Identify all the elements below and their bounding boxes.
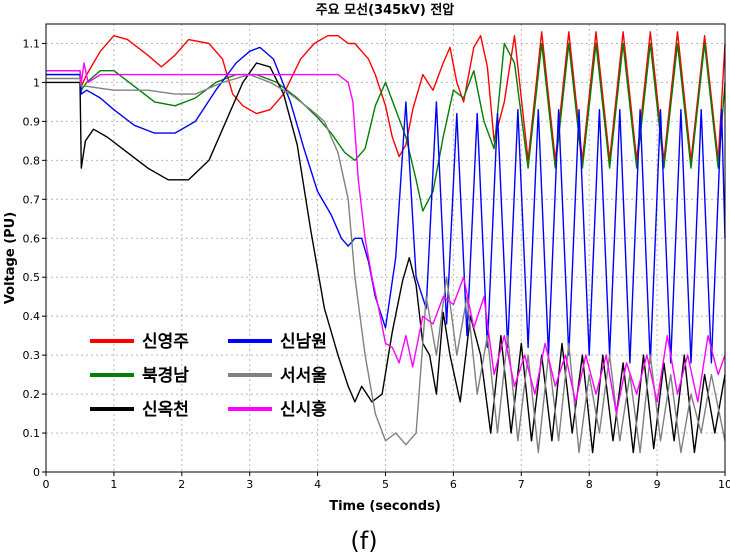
legend-label-1: 신영주 [142,332,189,352]
x-axis-label: Time (seconds) [329,499,441,514]
x-axis-ticks: 0 1 2 3 4 5 6 7 8 9 10 [43,472,730,491]
y-axis-ticks: 0 0.1 0.2 0.3 0.4 0.5 0.6 0.7 0.8 0.9 1 1.1 [23,37,46,479]
x-tick-label: 5 [382,478,389,491]
legend-label-2: 북경남 [142,366,189,386]
series-line-3 [46,62,726,454]
x-tick-label: 7 [518,478,525,491]
series-layer [46,31,726,454]
legend-label-4: 신남원 [280,332,327,352]
legend-label-6: 신시흥 [280,399,327,420]
y-tick-label: 0 [33,466,40,479]
x-tick-label: 4 [314,478,321,491]
x-tick-label: 3 [246,478,253,491]
x-tick-label: 8 [586,478,593,491]
y-tick-label: 0.1 [23,427,41,440]
y-tick-label: 0.2 [23,388,41,401]
y-tick-label: 0.8 [23,154,41,167]
figure-caption: (f) [350,527,377,555]
chart-title: 주요 모선(345kV) 전압 [316,2,455,18]
y-tick-label: 1 [33,76,40,89]
series-line-6 [46,62,726,415]
series-line-4 [46,46,726,364]
series-line-5 [46,73,726,454]
y-tick-label: 0.9 [23,115,41,128]
x-tick-label: 9 [654,478,661,491]
x-tick-label: 6 [450,478,457,491]
y-axis-label: Voltage (PU) [3,212,18,304]
legend-label-5: 서서울 [280,366,327,386]
series-line-2 [46,42,726,212]
y-tick-label: 0.3 [23,349,41,362]
y-tick-label: 1.1 [23,37,41,50]
x-tick-label: 0 [43,478,50,491]
x-tick-label: 10 [718,478,730,491]
y-tick-label: 0.5 [23,271,41,284]
x-tick-label: 2 [178,478,185,491]
y-tick-label: 0.6 [23,232,41,245]
x-tick-label: 1 [110,478,117,491]
y-tick-label: 0.4 [23,310,41,323]
y-tick-label: 0.7 [23,193,41,206]
legend-label-3: 신옥천 [142,400,189,420]
